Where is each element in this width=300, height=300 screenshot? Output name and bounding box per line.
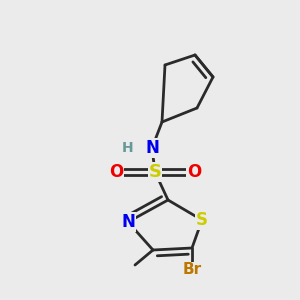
Text: O: O bbox=[187, 163, 201, 181]
Text: O: O bbox=[109, 163, 123, 181]
Text: N: N bbox=[121, 213, 135, 231]
Text: H: H bbox=[122, 141, 134, 155]
Text: N: N bbox=[145, 139, 159, 157]
Text: Br: Br bbox=[182, 262, 202, 278]
Text: S: S bbox=[148, 163, 161, 181]
Text: S: S bbox=[196, 211, 208, 229]
